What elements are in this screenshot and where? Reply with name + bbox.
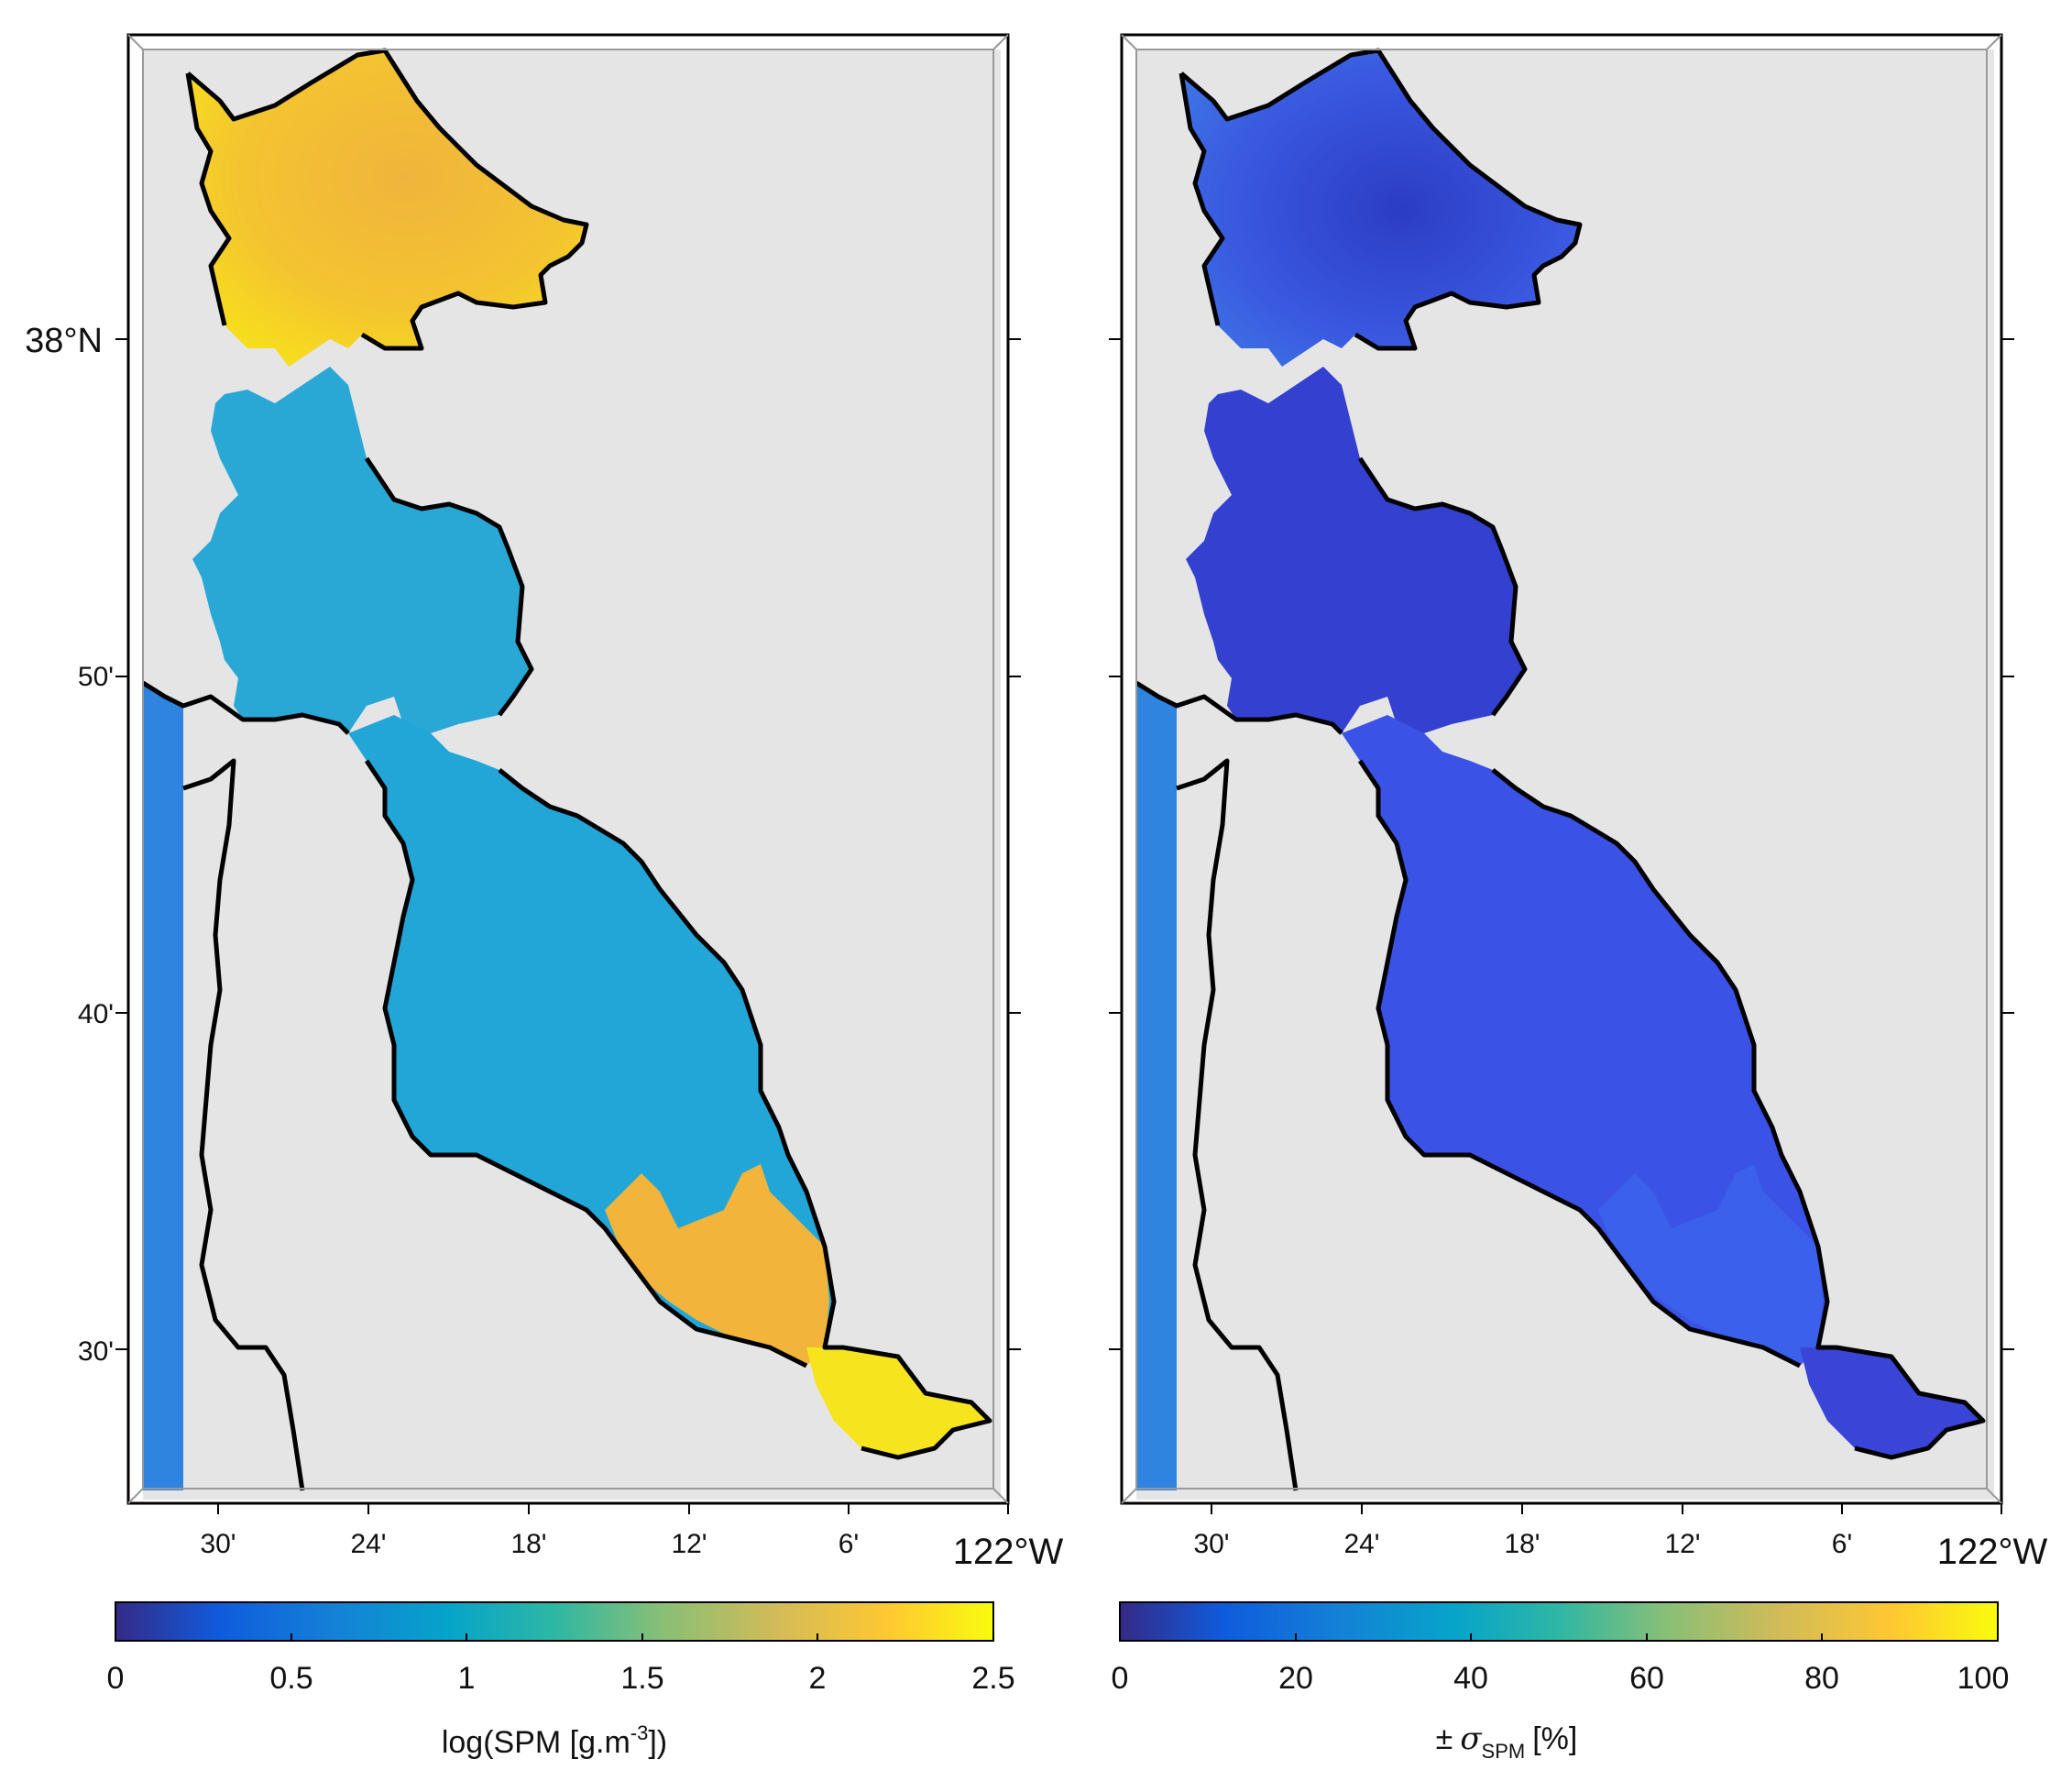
lon-tick-marks (1211, 1503, 2002, 1514)
lon-label-6: 6' (1832, 1529, 1852, 1559)
south-bay (1342, 715, 1827, 1366)
south-bay-shallows (605, 1164, 829, 1366)
lat-label-50: 50' (78, 662, 114, 692)
lon-tick-marks (217, 1503, 1009, 1514)
lon-label-122w: 122°W (1937, 1532, 2048, 1572)
cbar-tick-40: 40 (1453, 1661, 1488, 1696)
lat-tick-marks (115, 338, 1021, 1350)
map-frame (1120, 33, 2003, 1505)
san-pablo-bay (188, 50, 587, 367)
lon-label-18: 18' (1504, 1529, 1540, 1559)
lon-label-30: 30' (1193, 1529, 1229, 1559)
colorbar-label-right: ± σSPM [%] (1436, 1721, 1578, 1763)
water-body (143, 50, 990, 1490)
lon-label-30: 30' (200, 1529, 236, 1559)
ocean-strip (1136, 683, 1177, 1490)
central-bay (1186, 367, 1525, 733)
lon-label-122w: 122°W (953, 1532, 1064, 1572)
colorbar-left: 0 0.5 1 1.5 2 2.5 log(SPM [g.m-3]) (107, 1601, 1015, 1760)
colorbar-ticks (1119, 1633, 1999, 1641)
lon-label-12: 12' (1664, 1529, 1700, 1559)
cbar-tick-80: 80 (1804, 1661, 1839, 1696)
lat-label-40: 40' (78, 999, 114, 1029)
coastline (141, 48, 992, 1491)
san-pablo-bay (1181, 50, 1580, 367)
lon-label-18: 18' (510, 1529, 546, 1559)
central-bay (192, 367, 532, 733)
lon-label-24: 24' (350, 1529, 386, 1559)
south-bay-shallows (1598, 1164, 1823, 1366)
colorbar-label-left: log(SPM [g.m-3]) (442, 1721, 667, 1760)
lon-label-6: 6' (839, 1529, 859, 1559)
south-tip (806, 1347, 990, 1457)
south-tip (1800, 1347, 1983, 1457)
colorbar-gradient (115, 1601, 994, 1642)
cbar-tick-1: 1 (458, 1661, 476, 1696)
lat-label-38n: 38°N (25, 322, 103, 360)
cbar-tick-0: 0 (107, 1661, 125, 1696)
colorbar-right: 0 20 40 60 80 100 ± σSPM [%] (1112, 1601, 2010, 1763)
colorbar-gradient (1119, 1601, 1999, 1642)
cbar-tick-0: 0 (1112, 1661, 1129, 1696)
cbar-tick-2-5: 2.5 (971, 1661, 1014, 1696)
lon-label-24: 24' (1343, 1529, 1379, 1559)
cbar-tick-2: 2 (809, 1661, 827, 1696)
cbar-tick-60: 60 (1629, 1661, 1664, 1696)
ocean-strip (143, 683, 183, 1490)
south-bay (348, 715, 834, 1366)
map-panel-left: 38°N 50' 40' 30' 30' 24' 18' 12' 6' 122°… (25, 33, 1064, 1760)
lat-label-30: 30' (78, 1336, 114, 1367)
coastline (1135, 48, 1986, 1491)
cbar-tick-100: 100 (1957, 1661, 2010, 1696)
cbar-tick-0-5: 0.5 (269, 1661, 312, 1696)
lat-tick-marks (1109, 338, 2014, 1350)
water-body (1136, 50, 1983, 1490)
map-frame (126, 33, 1010, 1505)
lon-label-12: 12' (671, 1529, 707, 1559)
cbar-tick-1-5: 1.5 (620, 1661, 663, 1696)
colorbar-ticks (115, 1633, 994, 1641)
map-panel-right: 30' 24' 18' 12' 6' 122°W 0 20 40 60 80 1… (1109, 33, 2048, 1763)
cbar-tick-20: 20 (1278, 1661, 1313, 1696)
